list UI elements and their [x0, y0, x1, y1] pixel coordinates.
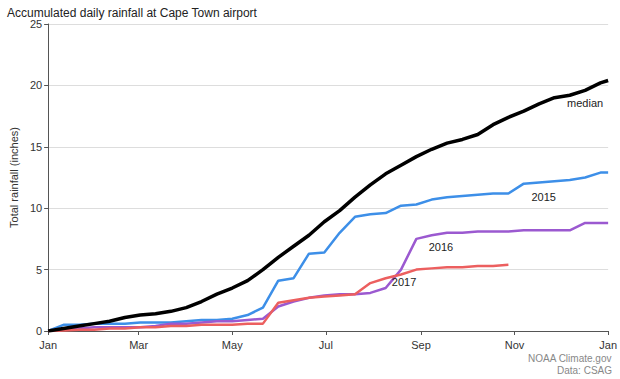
svg-text:Jan: Jan — [599, 339, 617, 351]
svg-text:Jan: Jan — [39, 339, 57, 351]
svg-text:Sep: Sep — [411, 339, 431, 351]
svg-text:0: 0 — [36, 325, 42, 337]
svg-text:2015: 2015 — [531, 191, 555, 203]
svg-text:2017: 2017 — [392, 276, 416, 288]
svg-text:2016: 2016 — [429, 241, 453, 253]
svg-text:Jul: Jul — [319, 339, 333, 351]
svg-text:median: median — [567, 97, 603, 109]
svg-text:May: May — [222, 339, 243, 351]
svg-text:25: 25 — [29, 18, 43, 30]
svg-text:15: 15 — [30, 141, 42, 153]
svg-text:Nov: Nov — [505, 339, 525, 351]
svg-text:20: 20 — [30, 79, 42, 91]
svg-text:NOAA Climate.gov: NOAA Climate.gov — [528, 353, 611, 364]
svg-text:Total rainfall (inches): Total rainfall (inches) — [8, 127, 20, 228]
svg-text:5: 5 — [36, 264, 42, 276]
svg-text:Accumulated daily rainfall at: Accumulated daily rainfall at Cape Town … — [7, 6, 258, 20]
svg-text:Mar: Mar — [129, 339, 148, 351]
svg-text:10: 10 — [30, 202, 42, 214]
svg-text:Data: CSAG: Data: CSAG — [557, 365, 612, 376]
